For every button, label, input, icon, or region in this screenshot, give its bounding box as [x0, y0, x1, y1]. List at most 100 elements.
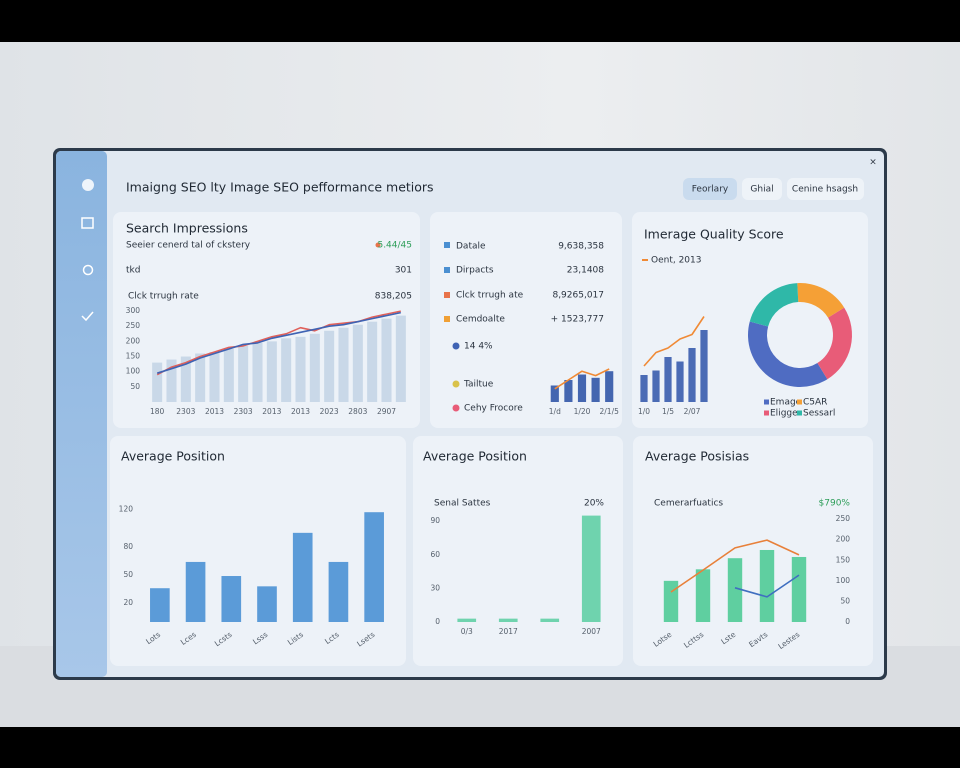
bar	[257, 586, 277, 622]
bar	[292, 532, 313, 622]
bar	[700, 330, 708, 402]
panel-title: Search Impressions	[126, 221, 248, 236]
nav-icon[interactable]	[81, 217, 94, 229]
bar	[221, 576, 242, 622]
bar	[663, 580, 679, 622]
button[interactable]	[683, 178, 737, 200]
line	[554, 368, 610, 390]
bar	[652, 370, 660, 402]
x-tick-label: 2007	[582, 627, 601, 636]
x-tick-label: 0/3	[461, 627, 473, 636]
x-tick-label: 1/0	[638, 407, 650, 416]
note: Cehy Frocore	[464, 404, 523, 414]
bar	[381, 318, 392, 402]
bar	[185, 561, 206, 622]
y-tick-label: 120	[119, 504, 134, 513]
bar	[695, 569, 711, 622]
legend-swatch	[797, 410, 802, 416]
panel-subtitle: Seeier cenerd tal of ckstery	[126, 241, 251, 251]
x-tick-label: 2013	[205, 407, 224, 416]
legend-label: Emage	[770, 398, 802, 408]
row-label: Datale	[456, 242, 486, 252]
bar	[309, 333, 320, 402]
bar	[581, 515, 601, 622]
bar	[791, 556, 807, 622]
line	[643, 316, 705, 367]
bar	[395, 315, 406, 402]
bar	[605, 371, 614, 402]
badge-dot	[375, 242, 381, 248]
button-label[interactable]: Cenine hsagsh	[792, 185, 858, 195]
row-label: Dirpacts	[456, 266, 494, 276]
panel-title: Average Posisias	[645, 449, 749, 464]
row-label: Clck trrugh rate	[128, 292, 199, 302]
note-dot	[452, 380, 460, 388]
panel	[633, 436, 873, 666]
bar	[209, 351, 220, 402]
panel-label: Senal Sattes	[434, 499, 491, 509]
bar	[540, 618, 560, 622]
x-tick-label: 180	[150, 407, 165, 416]
bar	[324, 330, 335, 402]
y-tick-label: 150	[126, 352, 141, 361]
bar	[238, 345, 249, 402]
nav-icon[interactable]	[81, 311, 94, 322]
x-tick-label: 1/d	[549, 407, 561, 416]
y-tick-label: 80	[123, 542, 133, 551]
donut-segment	[749, 283, 799, 327]
row-value: + 1523,777	[551, 315, 604, 325]
row-icon	[444, 292, 450, 298]
bar	[328, 561, 349, 622]
close-button[interactable]: ×	[869, 158, 877, 168]
bar	[281, 338, 292, 402]
legend-label: Eligge	[770, 409, 798, 419]
panel-title: Imerage Quality Score	[644, 227, 784, 242]
line	[734, 574, 800, 598]
bar	[166, 359, 177, 402]
legend-swatch	[764, 399, 769, 405]
nav-icon[interactable]	[82, 264, 94, 276]
note-dot	[452, 404, 460, 412]
panel-title: Average Position	[121, 449, 225, 464]
x-tick-label: 2023	[320, 407, 339, 416]
panel-title: Average Position	[423, 449, 527, 464]
legend-label: Sessarl	[803, 409, 835, 419]
x-tick-label: 1/20	[574, 407, 591, 416]
bar	[152, 362, 163, 402]
y-tick-label: 0	[435, 617, 440, 626]
row-value: 23,1408	[567, 266, 604, 276]
button-label[interactable]: Feorlary	[692, 185, 729, 195]
panel	[413, 436, 623, 666]
page-title: Imaigng SEO lty Image SEO pefformance me…	[126, 180, 434, 195]
button-label[interactable]: Ghial	[750, 185, 773, 195]
row-value: 301	[395, 266, 412, 276]
bar	[550, 385, 559, 402]
bar	[577, 374, 587, 402]
badge: 20%	[584, 499, 604, 509]
y-tick-label: 90	[430, 516, 440, 525]
badge: 5.44/45	[377, 241, 412, 251]
button[interactable]	[742, 178, 782, 200]
legend-swatch	[797, 399, 802, 405]
bar	[150, 588, 170, 622]
y-tick-label: 50	[840, 596, 850, 605]
bar	[367, 321, 378, 402]
y-tick-label: 250	[126, 321, 141, 330]
bar	[688, 348, 696, 402]
row-icon	[444, 316, 450, 322]
bar	[352, 324, 363, 402]
panel	[430, 212, 622, 428]
bar	[295, 336, 306, 402]
y-tick-label: 30	[430, 583, 440, 592]
bar	[223, 348, 234, 402]
y-tick-label: 150	[836, 555, 851, 564]
bar	[664, 357, 672, 402]
bar	[676, 361, 684, 402]
button[interactable]	[787, 178, 864, 200]
bar	[591, 377, 600, 402]
nav-icon[interactable]	[82, 179, 94, 191]
x-tick-label: 2/1/5	[600, 407, 620, 416]
row-icon	[444, 242, 450, 248]
bar	[457, 618, 477, 622]
